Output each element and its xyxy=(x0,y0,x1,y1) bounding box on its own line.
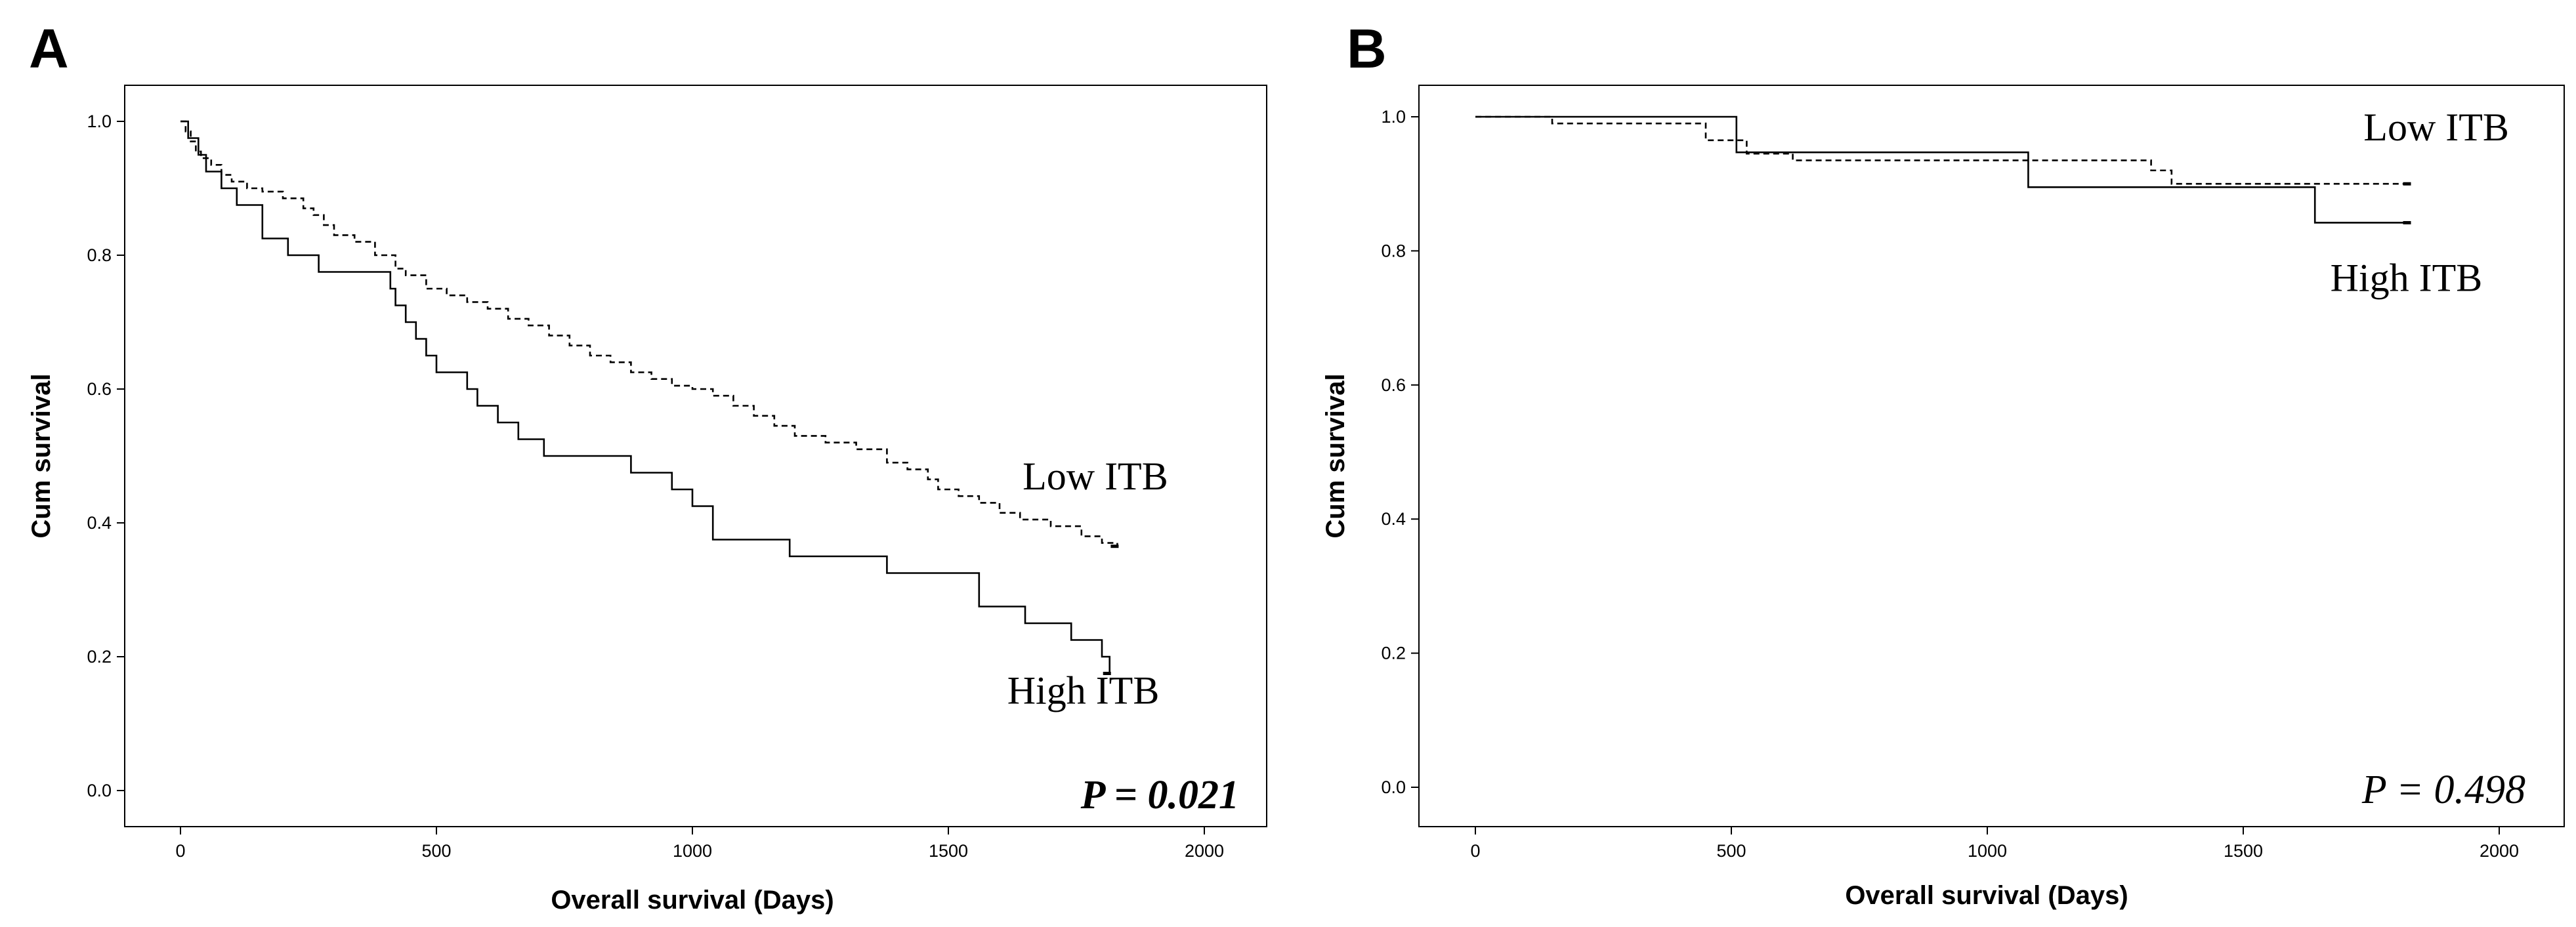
x-tick-label: 0 xyxy=(1470,841,1480,861)
p-value-a: P = 0.021 xyxy=(1080,773,1239,817)
panel-label-b: B xyxy=(1347,18,1387,79)
y-tick-label: 0.6 xyxy=(87,379,112,399)
y-tick-label: 0.0 xyxy=(87,781,112,800)
y-axis-title-a: Cum survival xyxy=(27,373,56,538)
series-line-high-itb-a xyxy=(180,120,1110,674)
y-tick-label: 1.0 xyxy=(1381,107,1406,127)
y-tick-label: 0.8 xyxy=(1381,241,1406,260)
chart-panel-b: B 0 500 1000 1500 2000 0.0 0.2 0.4 0.6 0.8 1.0 Lo… xyxy=(1321,18,2565,910)
x-axis-title-a: Overall survival (Days) xyxy=(551,886,834,915)
x-tick-label: 2000 xyxy=(1185,841,1224,861)
y-tick-label: 1.0 xyxy=(87,112,112,131)
y-axis-title-b: Cum survival xyxy=(1321,373,1350,538)
y-axis-b: 0.0 0.2 0.4 0.6 0.8 1.0 xyxy=(1381,107,1419,797)
x-tick-label: 1500 xyxy=(929,841,968,861)
p-value-b: P = 0.498 xyxy=(2361,768,2525,812)
curve-label-low-itb-a: Low ITB xyxy=(1023,455,1168,498)
series-line-low-itb-b xyxy=(1475,115,2410,185)
x-tick-label: 1000 xyxy=(1968,841,2007,861)
curve-label-high-itb-b: High ITB xyxy=(2331,257,2483,300)
x-tick-label: 2000 xyxy=(2480,841,2519,861)
plot-frame-b xyxy=(1418,85,2565,827)
y-tick-label: 0.8 xyxy=(87,245,112,265)
panel-label-a: A xyxy=(29,18,69,79)
y-tick-label: 0.4 xyxy=(87,513,112,533)
y-axis-a: 0.0 0.2 0.4 0.6 0.8 1.0 xyxy=(87,112,125,800)
curve-label-high-itb-a: High ITB xyxy=(1007,669,1160,712)
x-tick-label: 1000 xyxy=(673,841,712,861)
curve-label-low-itb-b: Low ITB xyxy=(2363,106,2509,149)
series-layer-a: Low ITB High ITB xyxy=(180,120,1168,712)
x-axis-b: 0 500 1000 1500 2000 xyxy=(1470,827,2519,861)
y-tick-label: 0.4 xyxy=(1381,509,1406,529)
plot-frame-a xyxy=(124,85,1267,827)
x-tick-label: 1500 xyxy=(2224,841,2263,861)
x-tick-label: 500 xyxy=(1716,841,1746,861)
series-layer-b: Low ITB High ITB xyxy=(1475,106,2509,300)
series-line-low-itb-a xyxy=(180,120,1118,546)
x-tick-label: 0 xyxy=(175,841,185,861)
x-axis-title-b: Overall survival (Days) xyxy=(1845,881,2128,910)
y-tick-label: 0.2 xyxy=(87,647,112,667)
series-line-high-itb-b xyxy=(1475,115,2410,224)
y-tick-label: 0.0 xyxy=(1381,777,1406,797)
y-tick-label: 0.2 xyxy=(1381,644,1406,663)
x-tick-label: 500 xyxy=(421,841,451,861)
x-axis-a: 0 500 1000 1500 2000 xyxy=(175,827,1224,861)
y-tick-label: 0.6 xyxy=(1381,375,1406,395)
chart-panel-a: A 0 500 1000 1500 2000 0.0 0.2 0.4 0.6 0.8 1.0 Lo… xyxy=(27,18,1267,915)
